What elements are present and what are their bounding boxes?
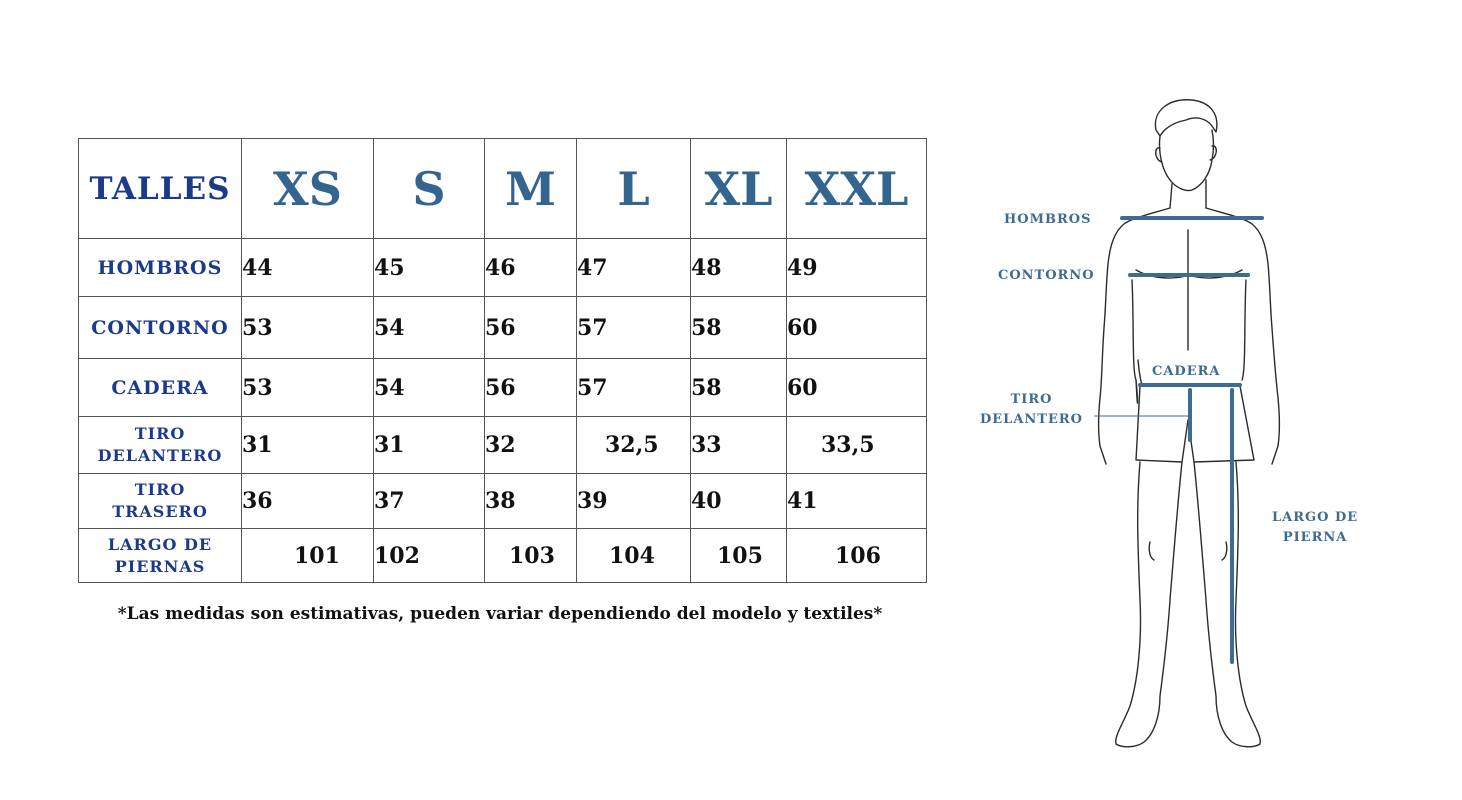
label-cadera: CADERA <box>1152 364 1221 379</box>
table-cell: 32 <box>484 416 577 474</box>
table-cell: 49 <box>786 238 927 297</box>
table-cell: 60 <box>786 296 927 359</box>
table-cell: 57 <box>576 358 691 417</box>
table-cell: 44 <box>241 238 374 297</box>
row-label-line: DELANTERO <box>97 446 223 465</box>
size-header-m: M <box>484 138 577 239</box>
table-cell: 57 <box>576 296 691 359</box>
size-header-s: S <box>373 138 485 239</box>
table-cell: 106 <box>786 528 927 583</box>
row-label-hombros: HOMBROS <box>78 238 242 297</box>
size-header-xl: XL <box>690 138 787 239</box>
label-line: TIRO <box>1010 392 1053 407</box>
size-header-l: L <box>576 138 691 239</box>
table-cell: 102 <box>373 528 485 583</box>
size-chart-table: TALLES XS S M L XL XXL HOMBROS 44 45 46 … <box>78 138 927 583</box>
label-tiro-delantero: TIRO DELANTERO <box>980 390 1083 430</box>
table-cell: 47 <box>576 238 691 297</box>
table-cell: 40 <box>690 473 787 529</box>
table-cell: 53 <box>241 358 374 417</box>
row-label-line: LARGO DE <box>107 534 213 554</box>
table-cell: 46 <box>484 238 577 297</box>
size-header-xxl: XXL <box>786 138 927 239</box>
row-label-line: TIRO <box>134 424 186 443</box>
table-row: CONTORNO 53 54 56 57 58 60 <box>78 296 927 359</box>
disclaimer-footnote: *Las medidas son estimativas, pueden var… <box>117 604 883 624</box>
table-cell: 60 <box>786 358 927 417</box>
row-label-line: TRASERO <box>112 502 208 521</box>
row-label-tiro-trasero: TIRO TRASERO <box>78 473 242 529</box>
table-cell: 58 <box>690 358 787 417</box>
table-cell: 53 <box>241 296 374 359</box>
table-cell: 33 <box>690 416 787 474</box>
table-cell: 58 <box>690 296 787 359</box>
row-label-cadera: CADERA <box>78 358 242 417</box>
table-cell: 104 <box>576 528 691 583</box>
row-label-line: PIERNAS <box>114 556 206 576</box>
label-line: DELANTERO <box>980 412 1084 427</box>
table-cell: 36 <box>241 473 374 529</box>
label-contorno: CONTORNO <box>998 268 1095 283</box>
table-cell: 45 <box>373 238 485 297</box>
size-header-xs: XS <box>241 138 374 239</box>
table-cell: 105 <box>690 528 787 583</box>
row-label-tiro-delantero: TIRO DELANTERO <box>78 416 242 474</box>
talles-header: TALLES <box>78 138 242 239</box>
table-cell: 54 <box>373 358 485 417</box>
body-outline-illustration <box>1094 99 1281 748</box>
table-row: HOMBROS 44 45 46 47 48 49 <box>78 238 927 297</box>
body-measurement-figure: HOMBROS CONTORNO CADERA TIRO DELANTERO L… <box>960 80 1400 770</box>
table-cell: 37 <box>373 473 485 529</box>
table-cell: 48 <box>690 238 787 297</box>
table-row: TIRO DELANTERO 31 31 32 32,5 33 33,5 <box>78 416 927 474</box>
table-cell: 31 <box>373 416 485 474</box>
table-cell: 56 <box>484 358 577 417</box>
label-hombros: HOMBROS <box>1004 212 1092 227</box>
table-cell: 54 <box>373 296 485 359</box>
label-largo-de-pierna: LARGO DE PIERNA <box>1272 508 1358 548</box>
table-cell: 56 <box>484 296 577 359</box>
label-line: PIERNA <box>1282 530 1348 545</box>
table-cell: 41 <box>786 473 927 529</box>
row-label-line: TIRO <box>134 480 186 499</box>
table-row: CADERA 53 54 56 57 58 60 <box>78 358 927 417</box>
table-cell: 103 <box>484 528 577 583</box>
table-cell: 31 <box>241 416 374 474</box>
row-label-contorno: CONTORNO <box>78 296 242 359</box>
table-cell: 32,5 <box>576 416 691 474</box>
table-cell: 33,5 <box>786 416 927 474</box>
table-cell: 39 <box>576 473 691 529</box>
table-cell: 101 <box>241 528 374 583</box>
row-label-largo-de-piernas: LARGO DE PIERNAS <box>78 528 242 583</box>
table-cell: 38 <box>484 473 577 529</box>
table-row: LARGO DE PIERNAS 101 102 103 104 105 106 <box>78 528 927 583</box>
label-line: LARGO DE <box>1272 510 1359 525</box>
table-header-row: TALLES XS S M L XL XXL <box>78 138 927 239</box>
table-row: TIRO TRASERO 36 37 38 39 40 41 <box>78 473 927 529</box>
